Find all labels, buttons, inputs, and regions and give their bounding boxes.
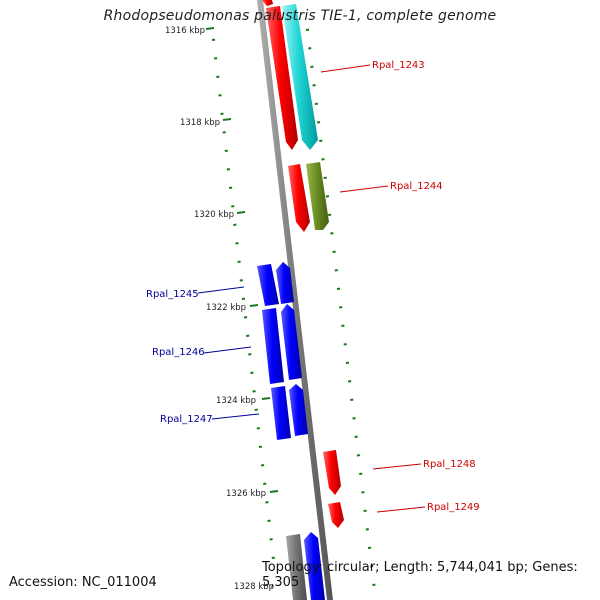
gene-features	[257, 0, 344, 600]
ruler-label-1322: 1322 kbp	[206, 303, 246, 313]
gene-label-rpal-1246[interactable]: Rpal_1246	[152, 347, 205, 358]
gene-gray	[286, 534, 307, 600]
ruler-major-tick	[261, 397, 271, 400]
ruler-major-tick	[269, 490, 279, 493]
gene-rpal-1243	[282, 4, 318, 150]
leader-line	[320, 64, 371, 73]
gene-blue-bottom	[304, 532, 325, 600]
ruler-label-1320: 1320 kbp	[194, 210, 234, 220]
gene-rpal-1247-a	[271, 386, 291, 440]
gene-label-rpal-1244[interactable]: Rpal_1244	[390, 181, 443, 192]
gene-rpal-1246-a	[262, 308, 284, 384]
gene-rpal-1245-b	[276, 262, 294, 304]
ruler-minor-ticks	[211, 28, 376, 586]
gene-label-rpal-1243[interactable]: Rpal_1243	[372, 60, 425, 71]
ruler-major-tick	[236, 211, 246, 214]
gene-label-rpal-1249[interactable]: Rpal_1249	[427, 502, 480, 513]
gene-rpal-1249	[328, 502, 344, 528]
gene-label-rpal-1247[interactable]: Rpal_1247	[160, 414, 213, 425]
gene-rpal-1247-b	[289, 384, 308, 436]
ruler-label-1326: 1326 kbp	[226, 489, 266, 499]
accession-text: Accession: NC_011004	[9, 575, 157, 590]
topology-text: Topology: circular; Length: 5,744,041 bp…	[262, 560, 578, 590]
gene-rpal-1244-red	[288, 164, 310, 232]
ruler-label-1318: 1318 kbp	[180, 118, 220, 128]
leader-line	[211, 413, 260, 420]
gene-label-rpal-1245[interactable]: Rpal_1245	[146, 289, 199, 300]
ruler-labels: 1316 kbp 1318 kbp 1320 kbp 1322 kbp 1324…	[165, 26, 279, 592]
ruler-label-1324: 1324 kbp	[216, 396, 256, 406]
gene-rpal-1244	[306, 162, 329, 230]
gene-rpal-1245-a	[257, 264, 279, 306]
leader-line	[339, 185, 389, 193]
gene-rpal-1242	[266, 6, 298, 150]
ruler-major-tick	[249, 304, 259, 307]
ruler-major-tick	[205, 27, 215, 30]
leader-line	[203, 346, 252, 354]
gene-rpal-1248	[323, 450, 341, 495]
gene-rpal-1246-b	[281, 304, 302, 380]
genome-backbone	[257, 0, 333, 600]
ruler-major-tick	[222, 118, 232, 121]
ruler-label-1316: 1316 kbp	[165, 26, 205, 36]
gene-red-partial	[262, 0, 273, 6]
leader-line	[376, 506, 426, 513]
page-title: Rhodopseudomonas palustris TIE-1, comple…	[103, 8, 497, 24]
leader-line	[197, 286, 245, 294]
gene-labels: Rpal_1243 Rpal_1244 Rpal_1245 Rpal_1246 …	[146, 60, 480, 513]
leader-line	[372, 463, 422, 470]
gene-label-rpal-1248[interactable]: Rpal_1248	[423, 459, 476, 470]
ruler-label-1328: 1328 kbp	[234, 582, 274, 592]
